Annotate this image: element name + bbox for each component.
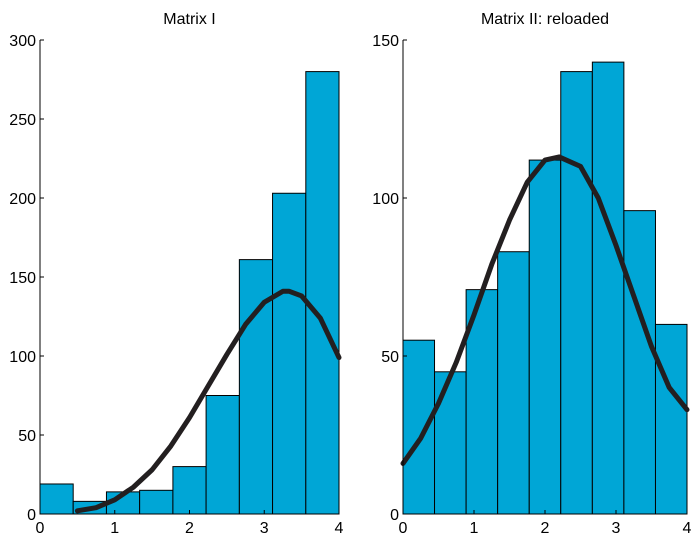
x-tick-label: 3	[612, 520, 621, 537]
y-tick-label: 100	[372, 191, 399, 208]
histogram-bar	[497, 251, 530, 515]
y-tick-label: 50	[381, 349, 399, 366]
x-tick-label: 0	[399, 520, 408, 537]
y-tick-label: 150	[372, 33, 399, 50]
x-tick-label: 2	[185, 520, 194, 537]
x-tick-label: 4	[335, 520, 344, 537]
y-tick-label: 0	[390, 507, 399, 524]
histogram-bar	[272, 192, 307, 515]
histogram-bar	[623, 210, 656, 515]
histogram-bar	[528, 159, 562, 515]
histogram-bar	[434, 371, 467, 515]
fit-curve	[74, 288, 342, 514]
y-tick-label: 100	[9, 349, 36, 366]
panel-matrix-i: Matrix I 0 50 100 150 200 250 300 0 1 2 3 4	[9, 11, 343, 537]
histogram-bar	[305, 71, 340, 515]
x-tick-label: 1	[110, 520, 119, 537]
x-tick-label: 4	[683, 520, 691, 537]
panel-matrix-ii-reloaded: Matrix II: reloaded 0 50 100 150 0 1 2 3 4	[372, 11, 691, 537]
x-tick-label: 0	[36, 520, 45, 537]
chart-title: Matrix II: reloaded	[481, 11, 609, 28]
x-tick-label: 2	[541, 520, 550, 537]
histogram-bar	[591, 61, 625, 515]
histogram-bar	[205, 395, 240, 515]
fit-curve	[400, 154, 690, 466]
chart-title: Matrix I	[163, 11, 215, 28]
histogram-bar	[39, 483, 74, 515]
histogram-bar	[560, 71, 593, 515]
x-tick-label: 3	[260, 520, 269, 537]
y-tick-label: 0	[27, 507, 36, 524]
y-tick-label: 300	[9, 33, 36, 50]
histogram-bar	[402, 339, 436, 515]
x-tick-label: 1	[470, 520, 479, 537]
y-tick-label: 150	[9, 270, 36, 287]
y-tick-label: 50	[18, 428, 36, 445]
y-tick-label: 200	[9, 191, 36, 208]
histogram-bar	[654, 323, 688, 515]
y-tick-label: 250	[9, 112, 36, 129]
histogram-bar	[172, 466, 207, 515]
histogram-bar	[139, 489, 174, 515]
